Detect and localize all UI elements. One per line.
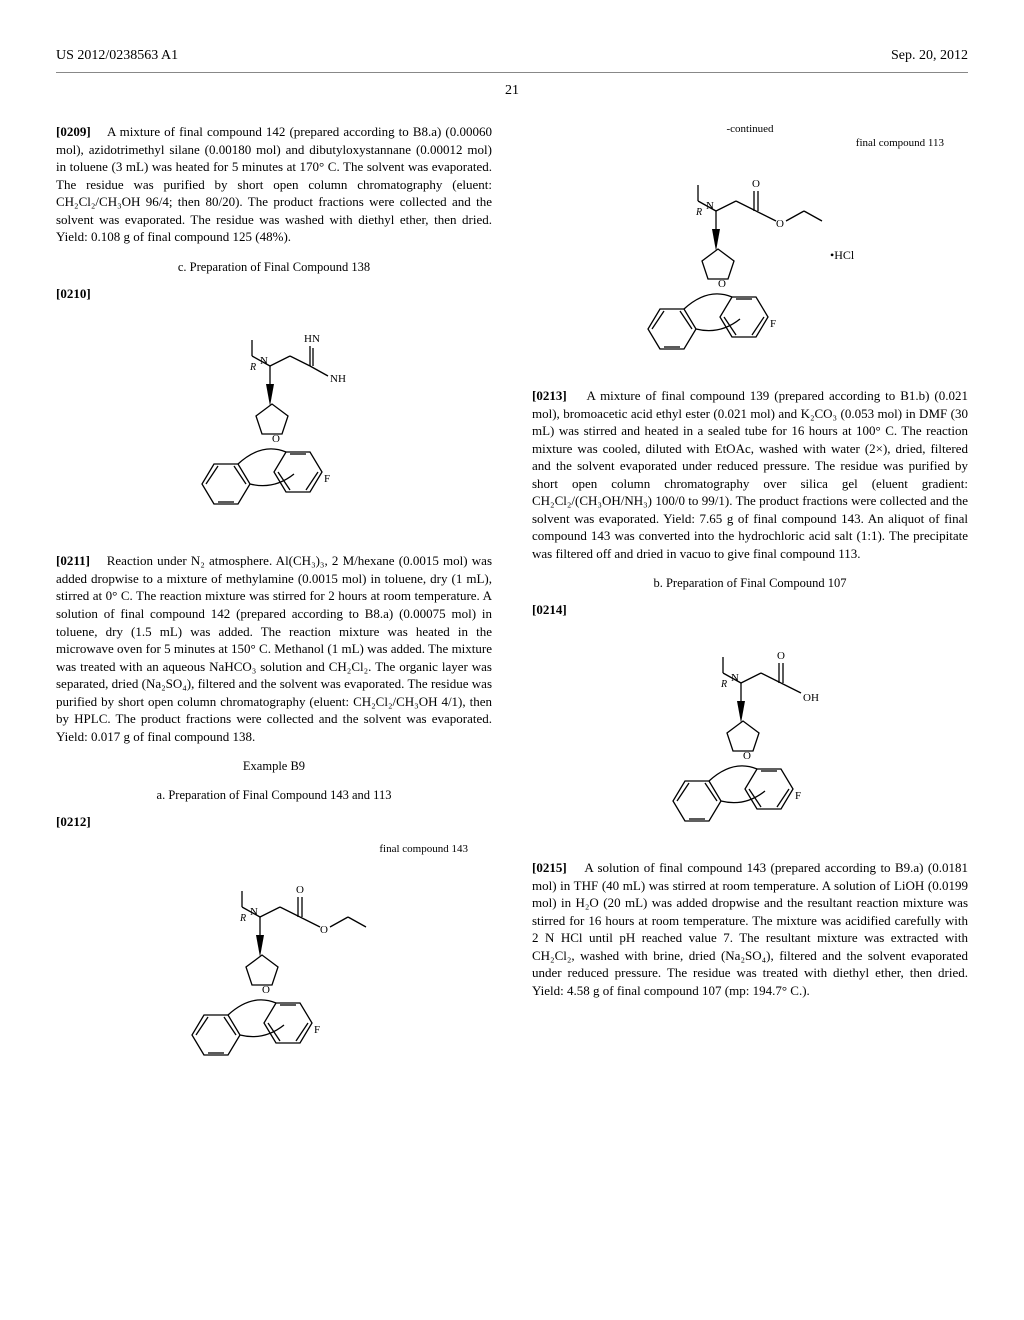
continued-label: -continued: [532, 123, 968, 135]
page-number: 21: [56, 83, 968, 99]
molecule-svg: O O O R N F: [164, 865, 384, 1075]
header-rule: [56, 72, 968, 73]
svg-text:N: N: [706, 200, 714, 212]
chemical-structure-107: O O OH R N F: [532, 631, 968, 845]
paragraph-0215: [0215] A solution of final compound 143 …: [532, 859, 968, 999]
paragraph-0211: [0211] Reaction under N₂ atmosphere. Al(…: [56, 552, 492, 745]
molecule-svg: O O O R N F •HCl: [620, 159, 880, 369]
heading-a143: a. Preparation of Final Compound 143 and…: [56, 788, 492, 803]
svg-text:F: F: [314, 1024, 320, 1036]
paragraph-0209: [0209] A mixture of final compound 142 (…: [56, 123, 492, 246]
heading-c138: c. Preparation of Final Compound 138: [56, 260, 492, 275]
para-number: [0215]: [532, 860, 567, 875]
left-column: [0209] A mixture of final compound 142 (…: [56, 123, 492, 1093]
molecule-svg: O O OH R N F: [645, 631, 855, 841]
paragraph-0214: [0214]: [532, 601, 968, 619]
svg-text:O: O: [262, 984, 270, 996]
svg-text:N: N: [260, 355, 268, 367]
svg-text:O: O: [320, 924, 328, 936]
svg-text:OH: OH: [803, 692, 819, 704]
svg-text:O: O: [743, 750, 751, 762]
svg-text:HN: HN: [304, 333, 320, 345]
chemical-structure-143: O O O R N F: [56, 865, 492, 1079]
chemical-structure-138: O HN NH R N F: [56, 314, 492, 538]
para-number: [0213]: [532, 388, 567, 403]
compound-113-label: final compound 113: [532, 137, 944, 149]
heading-b107: b. Preparation of Final Compound 107: [532, 576, 968, 591]
svg-text:O: O: [718, 278, 726, 290]
molecule-svg: O HN NH R N F: [174, 314, 374, 534]
svg-text:F: F: [770, 318, 776, 330]
svg-text:R: R: [695, 207, 702, 218]
svg-text:R: R: [239, 913, 246, 924]
hcl-label: •HCl: [830, 248, 855, 262]
right-column: -continued final compound 113: [532, 123, 968, 1093]
svg-text:F: F: [324, 473, 330, 485]
para-number: [0210]: [56, 286, 91, 301]
para-number: [0211]: [56, 553, 90, 568]
paragraph-0210: [0210]: [56, 285, 492, 303]
svg-text:O: O: [776, 218, 784, 230]
svg-text:O: O: [296, 884, 304, 896]
para-number: [0212]: [56, 814, 91, 829]
compound-143-label: final compound 143: [56, 843, 468, 855]
svg-text:N: N: [731, 672, 739, 684]
svg-text:R: R: [249, 362, 256, 373]
svg-text:N: N: [250, 906, 258, 918]
para-number: [0214]: [532, 602, 567, 617]
page-header: US 2012/0238563 A1 Sep. 20, 2012: [56, 48, 968, 64]
svg-text:R: R: [720, 679, 727, 690]
svg-text:O: O: [752, 178, 760, 190]
para-text: A mixture of final compound 139 (prepare…: [532, 388, 968, 561]
para-number: [0209]: [56, 124, 91, 139]
svg-text:O: O: [777, 650, 785, 662]
svg-text:F: F: [795, 790, 801, 802]
svg-text:NH: NH: [330, 373, 346, 385]
paragraph-0212: [0212]: [56, 813, 492, 831]
heading-example-b9: Example B9: [56, 759, 492, 774]
para-text: Reaction under N₂ atmosphere. Al(CH₃)₃, …: [56, 553, 492, 743]
paragraph-0213: [0213] A mixture of final compound 139 (…: [532, 387, 968, 562]
publication-number: US 2012/0238563 A1: [56, 48, 178, 64]
two-column-layout: [0209] A mixture of final compound 142 (…: [56, 123, 968, 1093]
para-text: A solution of final compound 143 (prepar…: [532, 860, 968, 998]
chemical-structure-113: O O O R N F •HCl: [532, 159, 968, 373]
para-text: A mixture of final compound 142 (prepare…: [56, 124, 492, 244]
publication-date: Sep. 20, 2012: [891, 48, 968, 64]
page: US 2012/0238563 A1 Sep. 20, 2012 21 [020…: [56, 48, 968, 1093]
svg-text:O: O: [272, 433, 280, 445]
